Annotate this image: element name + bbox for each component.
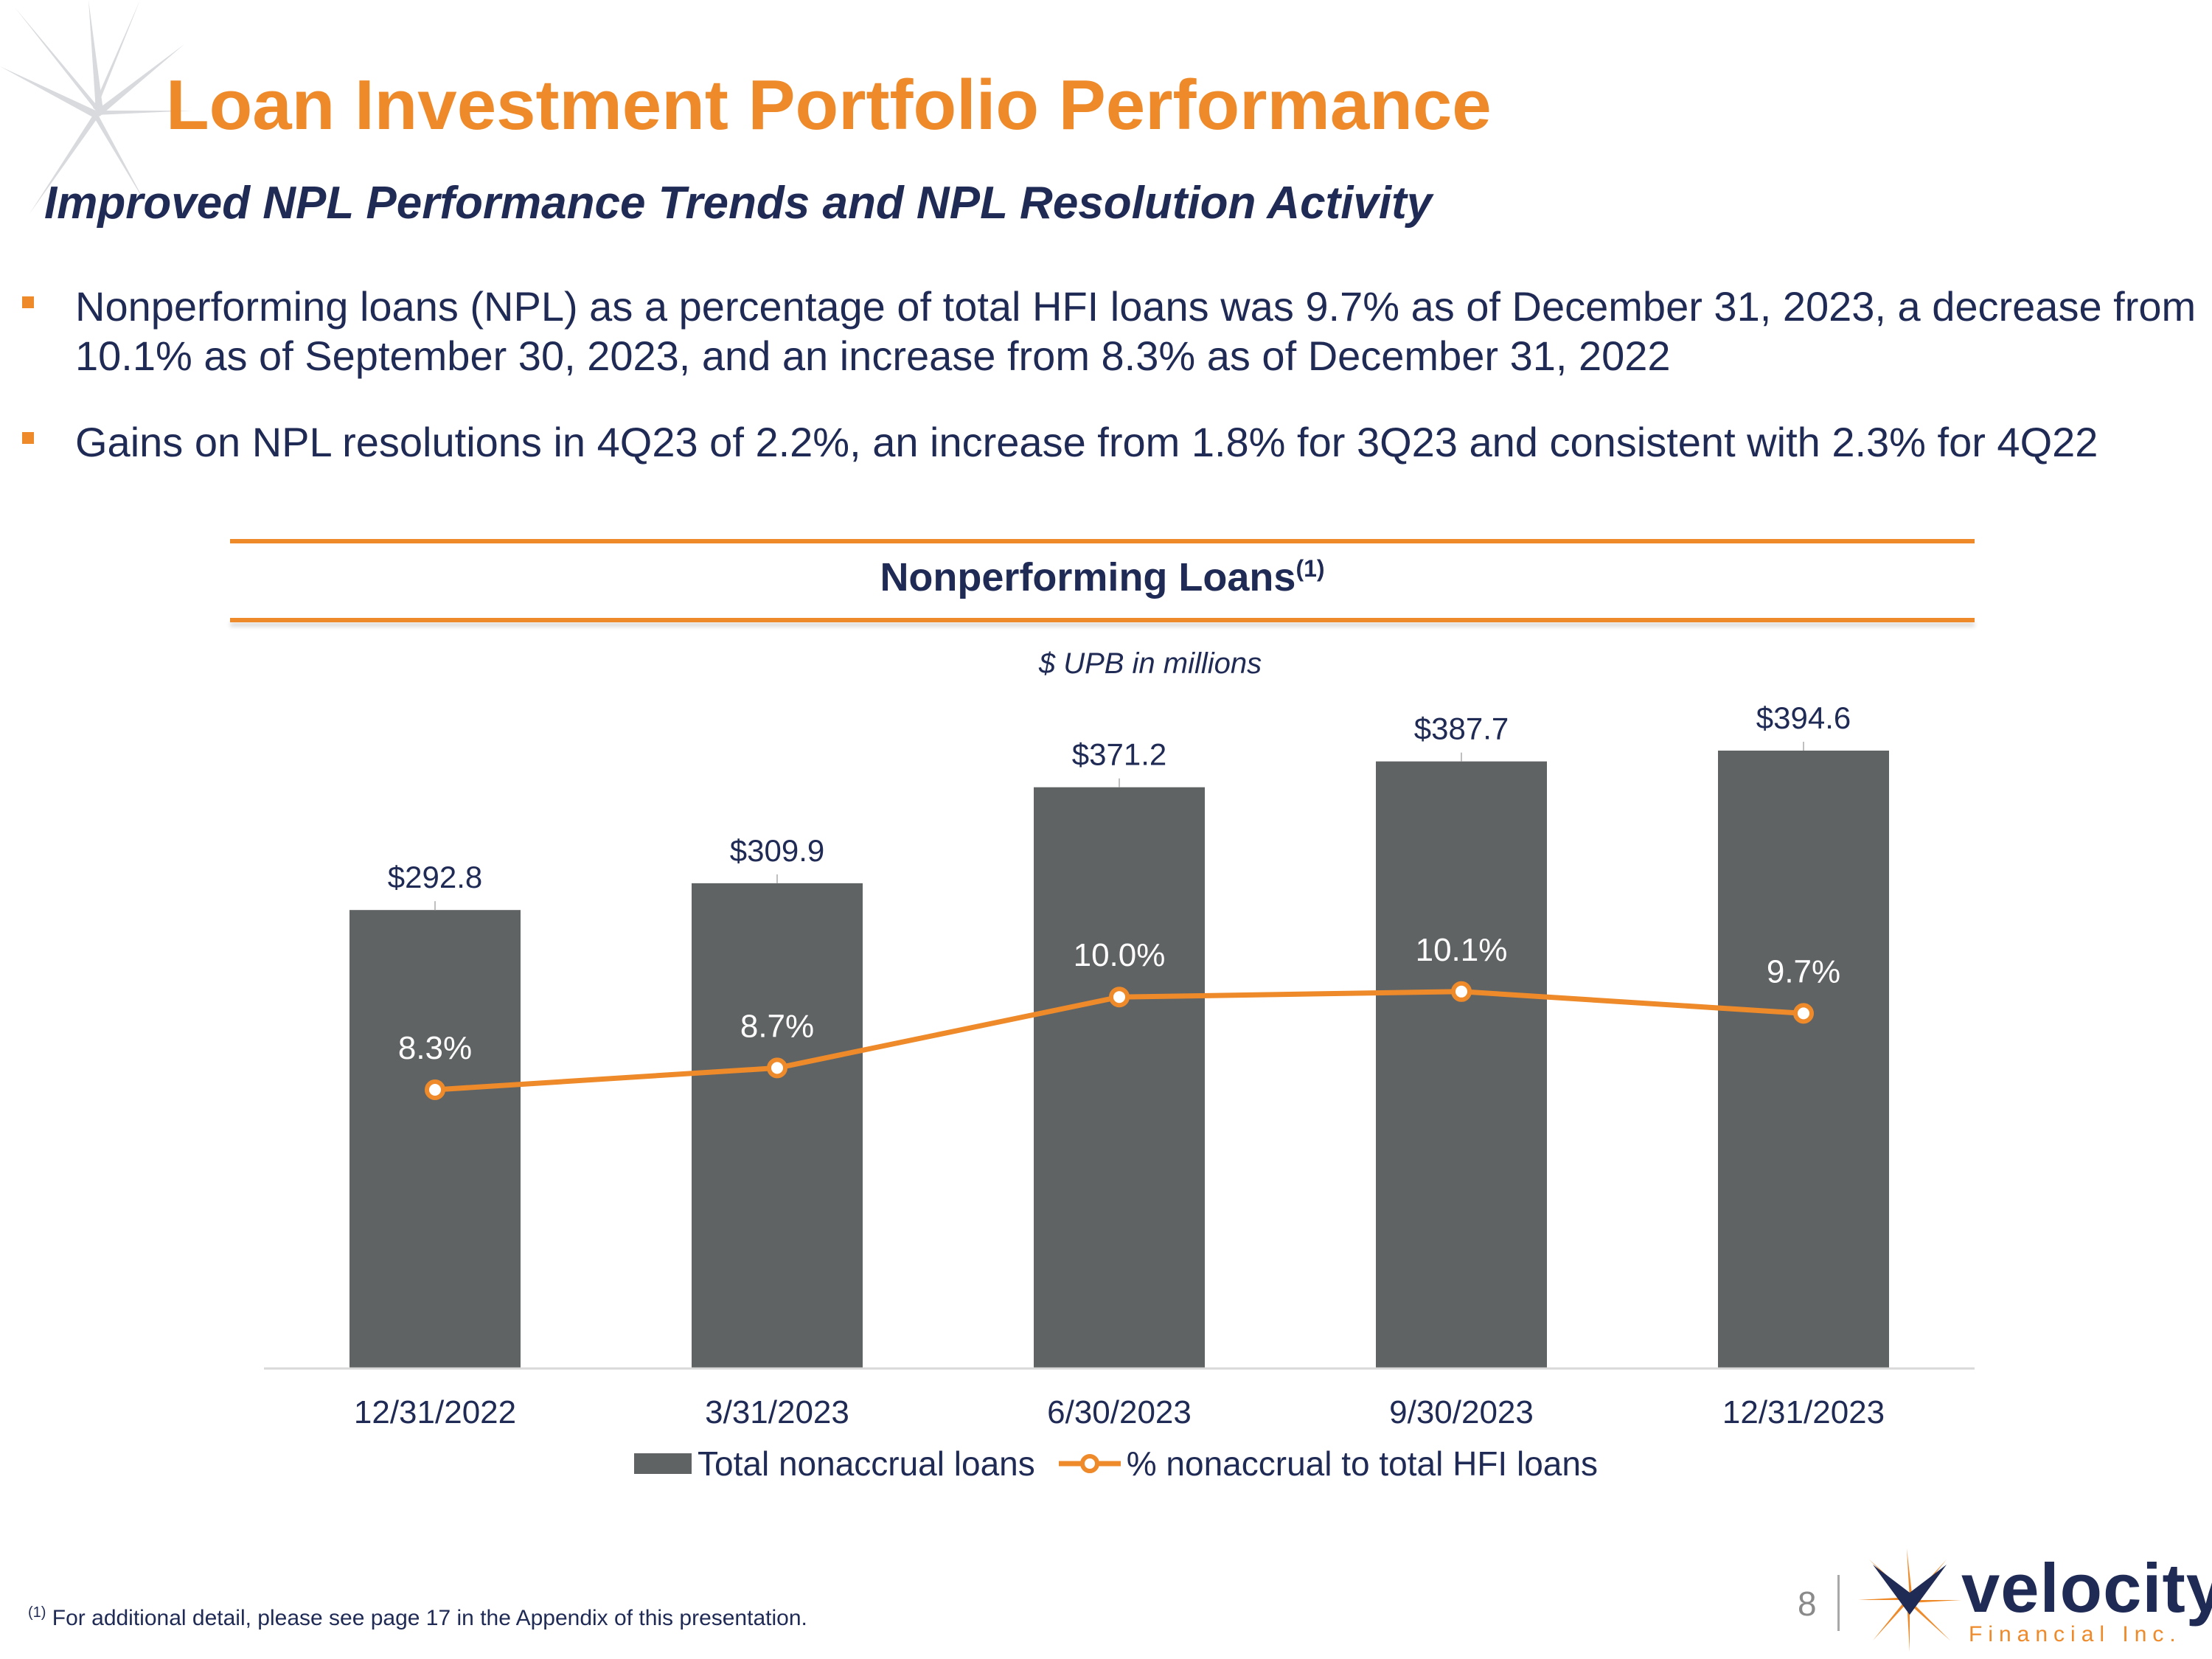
x-tick-label: 9/30/2023 [1389, 1394, 1534, 1430]
x-tick-label: 12/31/2022 [354, 1394, 516, 1430]
bar-total-nonaccrual [1718, 751, 1889, 1368]
logo-subtitle: Financial Inc. [1969, 1622, 2182, 1646]
chart-legend: Total nonaccrual loans % nonaccrual to t… [634, 1444, 1598, 1484]
x-tick-label: 3/31/2023 [705, 1394, 849, 1430]
line-point [1109, 987, 1130, 1008]
compass-star-decoration [0, 0, 192, 214]
bar-data-label: $292.8 [388, 860, 482, 894]
bar-data-label: $309.9 [730, 833, 824, 868]
chart-title-text: Nonperforming Loans [880, 555, 1296, 599]
velocity-logo: velocity Financial Inc. [1858, 1548, 2212, 1655]
legend-line-swatch [1058, 1454, 1121, 1473]
chart-title-footnote-marker: (1) [1295, 555, 1325, 582]
line-data-label: 10.0% [1074, 937, 1166, 973]
x-tick-label: 12/31/2023 [1722, 1394, 1885, 1430]
bar-total-nonaccrual [349, 910, 521, 1368]
line-data-label: 10.1% [1416, 932, 1508, 968]
bullet-square-icon [22, 296, 34, 308]
footnote: (1) For additional detail, please see pa… [28, 1604, 807, 1631]
bar-data-label: $387.7 [1414, 712, 1509, 746]
line-data-label: 8.7% [740, 1008, 814, 1044]
page-number: 8 [1798, 1585, 1817, 1623]
bar-total-nonaccrual [1376, 761, 1547, 1368]
bar-data-label: $371.2 [1072, 737, 1166, 772]
slide-title: Loan Investment Portfolio Performance [166, 66, 1492, 145]
bar-total-nonaccrual [692, 883, 863, 1368]
line-point [1451, 981, 1472, 1002]
footnote-text: For additional detail, please see page 1… [52, 1606, 807, 1630]
bullet-text: Nonperforming loans (NPL) as a percentag… [75, 283, 2197, 380]
chart-title: Nonperforming Loans(1) [230, 554, 1975, 600]
logo-wordmark: velocity [1961, 1549, 2212, 1627]
line-point [1793, 1003, 1814, 1024]
line-point [425, 1079, 445, 1100]
chart-unit-note: $ UPB in millions [1038, 647, 1262, 680]
bullet-text: Gains on NPL resolutions in 4Q23 of 2.2%… [75, 419, 2098, 465]
page-divider [1837, 1575, 1840, 1631]
bar-total-nonaccrual [1034, 787, 1205, 1368]
line-data-label: 9.7% [1767, 953, 1840, 990]
line-point [767, 1057, 787, 1079]
legend-label-line: % nonaccrual to total HFI loans [1126, 1444, 1598, 1483]
x-tick-label: 6/30/2023 [1047, 1394, 1192, 1430]
bullet-square-icon [22, 432, 34, 444]
footnote-marker: (1) [28, 1604, 46, 1621]
legend-label-bars: Total nonaccrual loans [698, 1444, 1035, 1483]
chart-title-rule-bottom [230, 618, 1975, 622]
bullet-item: Gains on NPL resolutions in 4Q23 of 2.2%… [22, 417, 2205, 467]
velocity-star-icon [1858, 1548, 1961, 1652]
legend-bar-swatch [634, 1453, 692, 1474]
bullet-item: Nonperforming loans (NPL) as a percentag… [22, 282, 2205, 380]
slide-subtitle: Improved NPL Performance Trends and NPL … [44, 178, 1433, 229]
chart-title-rule-top [230, 539, 1975, 543]
line-data-label: 8.3% [398, 1030, 472, 1066]
bar-data-label: $394.6 [1756, 700, 1851, 735]
